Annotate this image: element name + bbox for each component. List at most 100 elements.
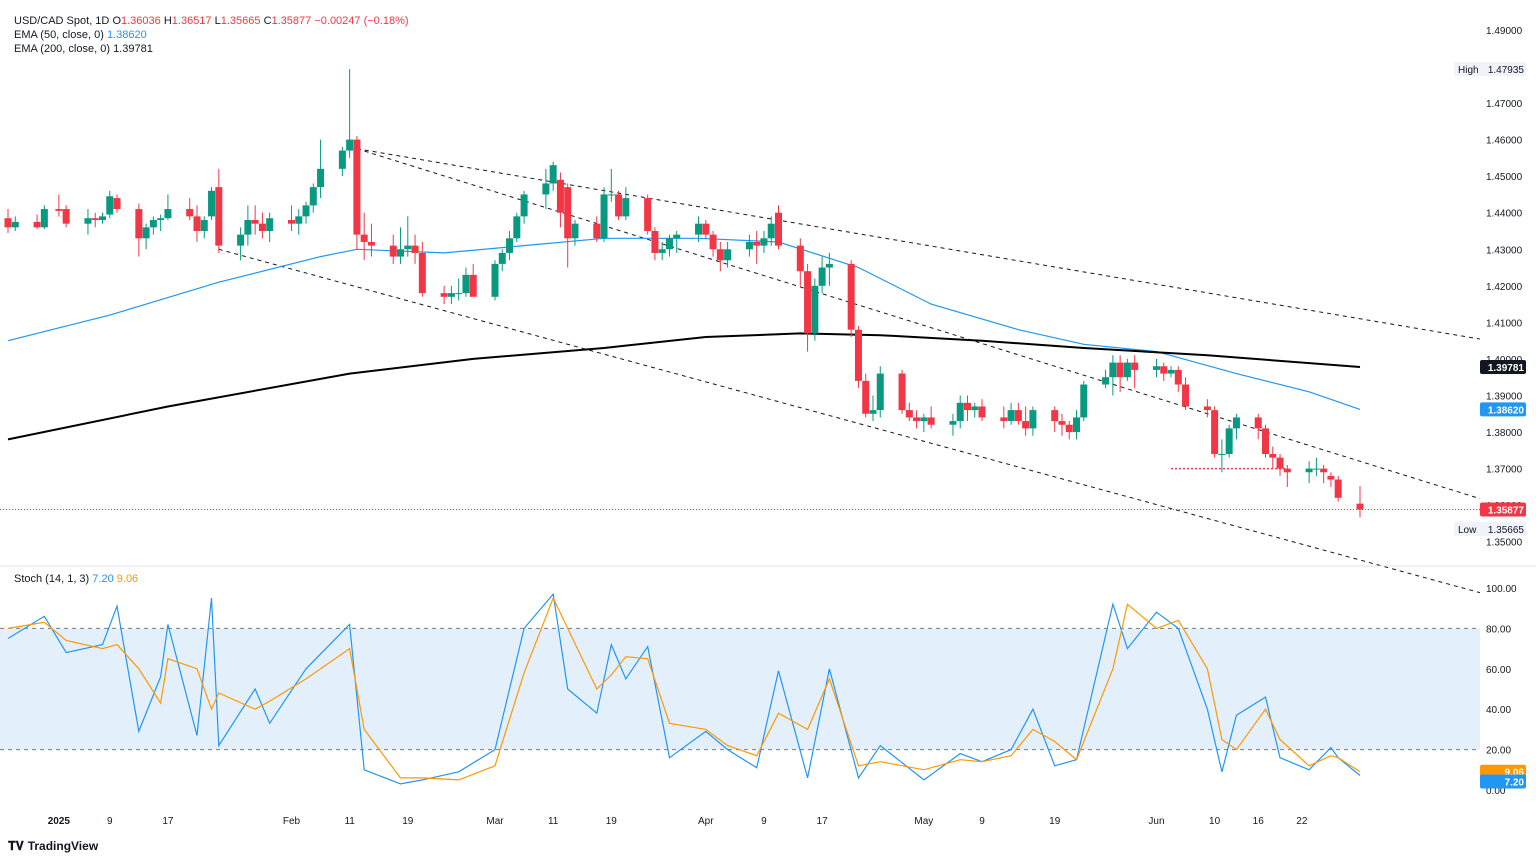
candle-up xyxy=(971,406,979,411)
high-tag-label: High xyxy=(1458,65,1479,76)
price-tick-label: 1.47000 xyxy=(1486,99,1523,110)
candle-down xyxy=(1014,410,1022,422)
candle-down xyxy=(1051,410,1059,422)
candle-down xyxy=(644,198,652,231)
candle-down xyxy=(564,187,572,239)
candle-down xyxy=(91,218,99,221)
candle-up xyxy=(658,249,666,253)
candle-down xyxy=(905,410,913,418)
candle-down xyxy=(963,402,971,411)
candle-up xyxy=(455,293,463,295)
candle-up xyxy=(295,216,303,224)
tradingview-logo[interactable]: 𝐓𝐕 TradingView xyxy=(8,839,98,854)
candle-up xyxy=(622,198,630,217)
candle-down xyxy=(898,373,906,411)
candle-up xyxy=(317,168,325,188)
candle-down xyxy=(927,417,935,425)
candle-up xyxy=(404,245,412,250)
legend-ema200: EMA (200, close, 0) 1.39781 xyxy=(14,42,153,56)
candle-down xyxy=(135,209,143,239)
candle-up xyxy=(920,417,928,422)
legend-symbol: USD/CAD Spot, 1D xyxy=(14,15,110,27)
candle-up xyxy=(84,218,92,224)
date-tick-label: 11 xyxy=(548,816,559,827)
candle-down xyxy=(62,209,70,224)
ema200-line xyxy=(7,332,1361,441)
tradingview-logo-text: TradingView xyxy=(27,839,99,853)
legend-main: USD/CAD Spot, 1D O1.36036 H1.36517 L1.35… xyxy=(14,14,409,28)
candle-down xyxy=(702,223,710,235)
legend-h-label: H xyxy=(163,15,172,27)
low-tag-bg xyxy=(1454,521,1526,536)
candle-up xyxy=(724,249,732,261)
candle-up xyxy=(11,221,19,228)
candle-up xyxy=(876,373,884,411)
legend-ema50-value: 1.38620 xyxy=(106,29,147,41)
legend-ema200-value: 1.39781 xyxy=(113,43,153,55)
candle-up xyxy=(266,218,274,231)
ema-lines xyxy=(0,237,1480,511)
candle-down xyxy=(1262,428,1270,454)
trend-line xyxy=(356,148,1481,340)
date-tick-label: 9 xyxy=(979,816,985,827)
candle-up xyxy=(1080,384,1088,418)
candle-up xyxy=(600,194,608,239)
candle-down xyxy=(1211,410,1219,454)
price-tick-label: 1.38000 xyxy=(1486,428,1523,439)
candle-down xyxy=(1269,453,1277,458)
candle-up xyxy=(164,209,172,219)
candle-down xyxy=(4,218,12,228)
candle-up xyxy=(513,216,521,239)
candle-down xyxy=(1203,406,1211,411)
candle-up xyxy=(208,190,216,217)
candle-up xyxy=(1073,417,1081,433)
candle-up xyxy=(549,165,557,184)
candle-down xyxy=(215,187,223,246)
candle-up xyxy=(244,220,252,235)
candle-up xyxy=(237,234,245,246)
date-tick-label: 19 xyxy=(606,816,618,827)
candle-down xyxy=(847,263,855,330)
candle-up xyxy=(498,252,506,264)
candle-up xyxy=(338,150,346,169)
date-tick-label: 10 xyxy=(1209,816,1221,827)
candle-up xyxy=(462,274,470,294)
legend-close: 1.35877 xyxy=(271,15,312,27)
legend-o-label: O xyxy=(112,15,121,27)
candle-up xyxy=(1102,377,1110,385)
candle-down xyxy=(753,241,761,246)
candle-up xyxy=(1232,417,1240,429)
candle-down xyxy=(367,241,375,246)
low-tag-label: Low xyxy=(1458,525,1477,536)
high-tag-value: 1.47935 xyxy=(1488,65,1525,76)
candle-down xyxy=(978,406,986,418)
candle-up xyxy=(1152,366,1160,370)
date-tick-label: 9 xyxy=(107,816,113,827)
candle-down xyxy=(593,223,601,239)
candle-down xyxy=(251,220,259,224)
low-tag-value: 1.35665 xyxy=(1488,525,1525,536)
candle-up xyxy=(542,183,550,195)
date-tick-label: 19 xyxy=(1049,816,1061,827)
legend-ema50-label: EMA (50, close, 0) xyxy=(14,29,104,41)
candle-down xyxy=(287,220,295,224)
stoch-band xyxy=(0,628,1480,750)
candle-up xyxy=(607,194,615,196)
ema50-badge: 1.38620 xyxy=(1488,405,1525,416)
candle-down xyxy=(418,252,426,294)
ema50-badge-bg xyxy=(1480,402,1526,417)
high-tag-bg xyxy=(1454,62,1526,77)
ema200-badge: 1.39781 xyxy=(1488,363,1525,374)
candle-up xyxy=(309,187,317,206)
stoch-tick-label: 40.00 xyxy=(1486,705,1511,716)
candle-down xyxy=(1283,468,1291,473)
candle-up xyxy=(825,263,833,268)
legend-ema200-label: EMA (200, close, 0) xyxy=(14,43,110,55)
candle-up xyxy=(956,402,964,422)
candle-up xyxy=(142,227,150,239)
candle-up xyxy=(745,241,753,250)
candle-up xyxy=(571,223,579,239)
stoch-k-badge: 7.20 xyxy=(1505,777,1525,788)
candle-up xyxy=(106,196,114,215)
